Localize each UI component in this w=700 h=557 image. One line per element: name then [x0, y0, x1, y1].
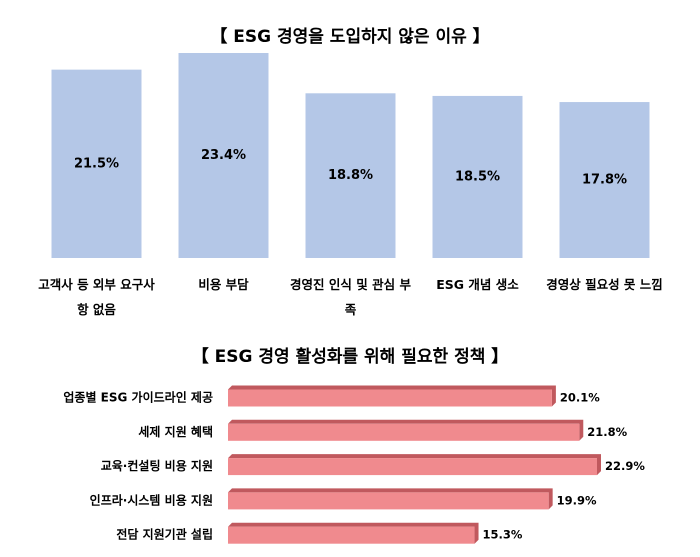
bar-depth [228, 454, 601, 476]
chart-title: 【 ESG 경영 활성화를 위해 필요한 정책 】 [192, 346, 509, 367]
y-tick-label: 업종별 ESG 가이드라인 제공 [63, 390, 213, 405]
bar-depth [228, 488, 553, 510]
data-label: 18.5% [455, 169, 500, 184]
bar [178, 53, 269, 258]
data-label: 23.4% [201, 148, 246, 163]
data-label: 15.3% [483, 528, 523, 542]
x-tick-label: 경영진 인식 및 관심 부족 [290, 277, 411, 317]
data-label: 21.8% [587, 425, 627, 439]
bar-depth [228, 385, 556, 407]
bar-depth [228, 419, 584, 441]
bar [228, 492, 549, 510]
bar [228, 389, 552, 407]
bar [228, 423, 580, 441]
bar [228, 526, 475, 544]
chart-title: 【 ESG 경영을 도입하지 않은 이유 】 [210, 26, 489, 47]
x-tick-label: ESG 개념 생소 [436, 277, 519, 292]
y-tick-label: 교육·컨설팅 비용 지원 [101, 458, 213, 473]
bar-depth [228, 522, 479, 544]
data-label: 21.5% [74, 156, 119, 171]
data-label: 17.8% [582, 173, 627, 188]
x-tick-label: 경영상 필요성 못 느낌 [546, 277, 663, 292]
data-label: 18.8% [328, 168, 373, 183]
x-tick-label: 고객사 등 외부 요구사항 없음 [38, 277, 155, 317]
bar [305, 93, 396, 258]
y-tick-label: 인프라·시스템 비용 지원 [90, 492, 213, 507]
data-label: 22.9% [605, 459, 645, 473]
y-tick-label: 세제 지원 혜택 [138, 424, 213, 439]
y-tick-label: 전담 지원기관 설립 [116, 527, 213, 542]
bar [559, 102, 650, 258]
bar [432, 95, 523, 258]
data-label: 19.9% [557, 493, 597, 507]
bar [51, 69, 142, 259]
bar [228, 458, 597, 476]
x-tick-label: 비용 부담 [198, 277, 249, 292]
data-label: 20.1% [560, 391, 600, 405]
